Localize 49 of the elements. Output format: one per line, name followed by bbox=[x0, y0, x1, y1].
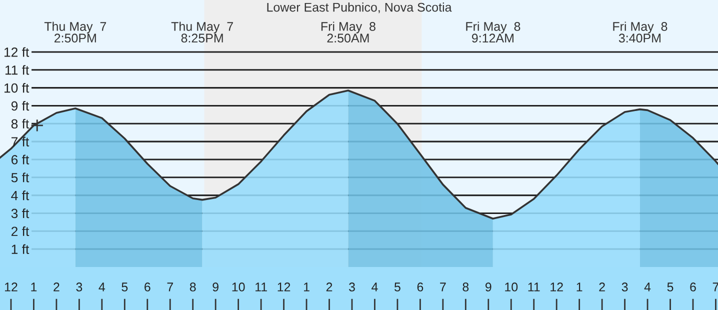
y-tick-label: 11 ft bbox=[5, 65, 30, 75]
x-tick-label: 3 bbox=[622, 282, 628, 292]
x-tick-label: 6 bbox=[417, 282, 424, 292]
chart-title: Lower East Pubnico, Nova Scotia bbox=[267, 2, 452, 14]
x-tick-label: 3 bbox=[348, 282, 355, 292]
x-tick-label: 3 bbox=[76, 282, 82, 292]
x-tick-label: 8 bbox=[190, 282, 196, 292]
x-tick-label: 5 bbox=[667, 282, 674, 292]
x-tick-label: 1 bbox=[576, 282, 582, 292]
x-tick-label: 5 bbox=[122, 282, 128, 292]
y-tick-label: 9 ft bbox=[11, 100, 30, 111]
y-tick-label: 12 ft bbox=[4, 47, 30, 57]
y-tick-label: 6 ft bbox=[12, 154, 30, 164]
y-tick-label: 10 ft bbox=[4, 83, 30, 93]
x-tick-label: 1 bbox=[304, 282, 310, 292]
y-tick-label: 1 ft bbox=[12, 244, 30, 254]
y-tick-label: 7 ft bbox=[12, 136, 30, 146]
annotation: Fri May 8 9:12AM bbox=[466, 22, 520, 43]
y-tick-label: 8 ft bbox=[11, 118, 30, 129]
x-tick-label: 6 bbox=[690, 282, 696, 292]
annotation: Fri May 8 2:50AM bbox=[321, 22, 376, 43]
x-tick-label: 2 bbox=[54, 282, 60, 292]
x-tick-label: 9 bbox=[486, 282, 492, 292]
x-tick-label: 5 bbox=[394, 282, 400, 292]
x-tick-label: 8 bbox=[462, 282, 469, 292]
x-tick-label: 1 bbox=[31, 282, 37, 292]
x-tick-label: 12 bbox=[4, 282, 18, 292]
x-tick-label: 4 bbox=[372, 282, 378, 292]
annotation: Thu May 7 8:25PM bbox=[171, 22, 233, 43]
y-tick-label: 4 ft bbox=[11, 190, 30, 200]
x-tick-label: 10 bbox=[505, 282, 518, 292]
x-tick-label: 2 bbox=[599, 282, 605, 292]
annotation: Thu May 7 2:50PM bbox=[44, 22, 106, 43]
x-tick-label: 2 bbox=[326, 282, 332, 292]
x-tick-label: 4 bbox=[644, 282, 651, 292]
y-tick-label: 3 ft bbox=[11, 208, 30, 218]
y-tick-label: 5 ft bbox=[11, 172, 30, 182]
x-tick-label: 7 bbox=[440, 282, 446, 292]
x-tick-label: 12 bbox=[550, 282, 563, 292]
x-tick-label: 9 bbox=[212, 282, 218, 292]
x-tick-label: 4 bbox=[98, 282, 106, 292]
x-tick-label: 7 bbox=[167, 282, 173, 292]
x-tick-label: 12 bbox=[278, 282, 290, 292]
y-tick-label: 2 ft bbox=[11, 226, 30, 236]
x-tick-label: 10 bbox=[232, 282, 245, 292]
x-tick-label: 11 bbox=[256, 282, 267, 292]
x-tick-label: 6 bbox=[144, 282, 150, 292]
x-tick-label: 11 bbox=[528, 282, 540, 292]
annotation: Fri May 8 3:40PM bbox=[613, 22, 668, 43]
